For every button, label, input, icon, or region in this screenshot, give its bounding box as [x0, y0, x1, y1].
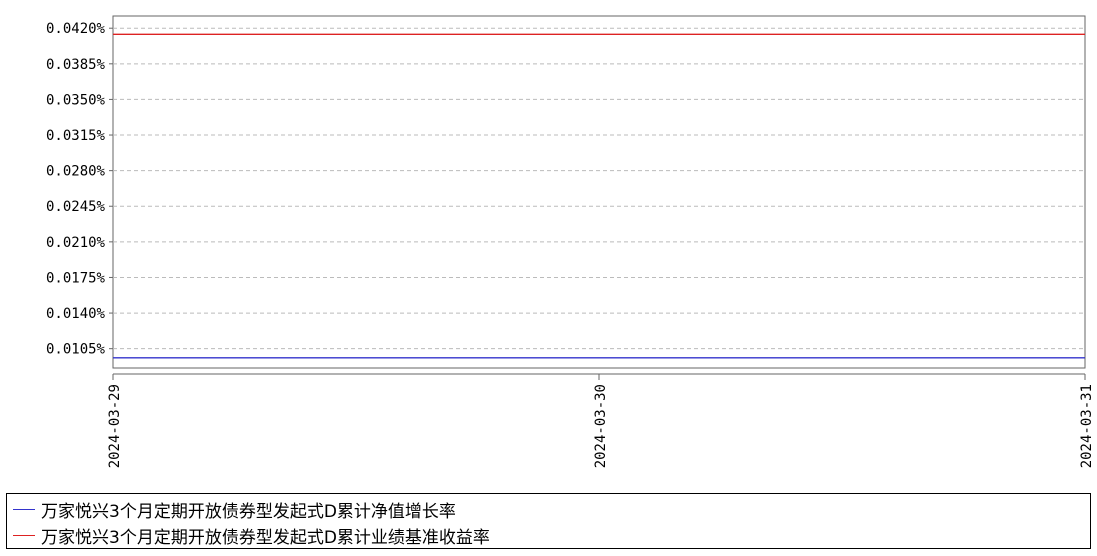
y-tick-label: 0.0210% — [46, 235, 106, 251]
x-tick-label: 2024-03-30 — [593, 384, 609, 468]
grid-lines — [113, 27, 1085, 350]
y-axis-ticks: 0.0105% 0.0140% 0.0175% 0.0210% 0.0245% 0.028… — [46, 21, 113, 358]
legend-item-nav-growth: 万家悦兴3个月定期开放债券型发起式D累计净值增长率 — [13, 497, 456, 522]
y-tick-label: 0.0105% — [46, 342, 106, 358]
legend: 万家悦兴3个月定期开放债券型发起式D累计净值增长率 万家悦兴3个月定期开放债券型… — [6, 493, 1091, 549]
y-tick-label: 0.0140% — [46, 306, 106, 322]
y-tick-label: 0.0350% — [46, 92, 106, 108]
y-tick-label: 0.0420% — [46, 21, 106, 37]
line-chart: 0.0105% 0.0140% 0.0175% 0.0210% 0.0245% 0.028… — [46, 15, 1095, 468]
x-tick-label: 2024-03-29 — [107, 384, 123, 468]
y-tick-label: 0.0245% — [46, 199, 106, 215]
y-tick-label: 0.0315% — [46, 128, 106, 144]
y-tick-label: 0.0385% — [46, 57, 106, 73]
legend-label: 万家悦兴3个月定期开放债券型发起式D累计业绩基准收益率 — [41, 527, 490, 548]
plot-area-frame — [112, 15, 1086, 369]
y-tick-label: 0.0175% — [46, 270, 106, 286]
y-tick-label: 0.0280% — [46, 164, 106, 180]
x-tick-label: 2024-03-31 — [1079, 384, 1095, 468]
legend-item-benchmark: 万家悦兴3个月定期开放债券型发起式D累计业绩基准收益率 — [13, 523, 490, 548]
x-axis-ticks: 2024-03-29 2024-03-30 2024-03-31 — [107, 374, 1095, 468]
legend-swatch-red — [13, 534, 35, 536]
series-lines — [113, 33, 1085, 359]
legend-swatch-blue — [13, 508, 35, 510]
legend-label: 万家悦兴3个月定期开放债券型发起式D累计净值增长率 — [41, 501, 456, 522]
